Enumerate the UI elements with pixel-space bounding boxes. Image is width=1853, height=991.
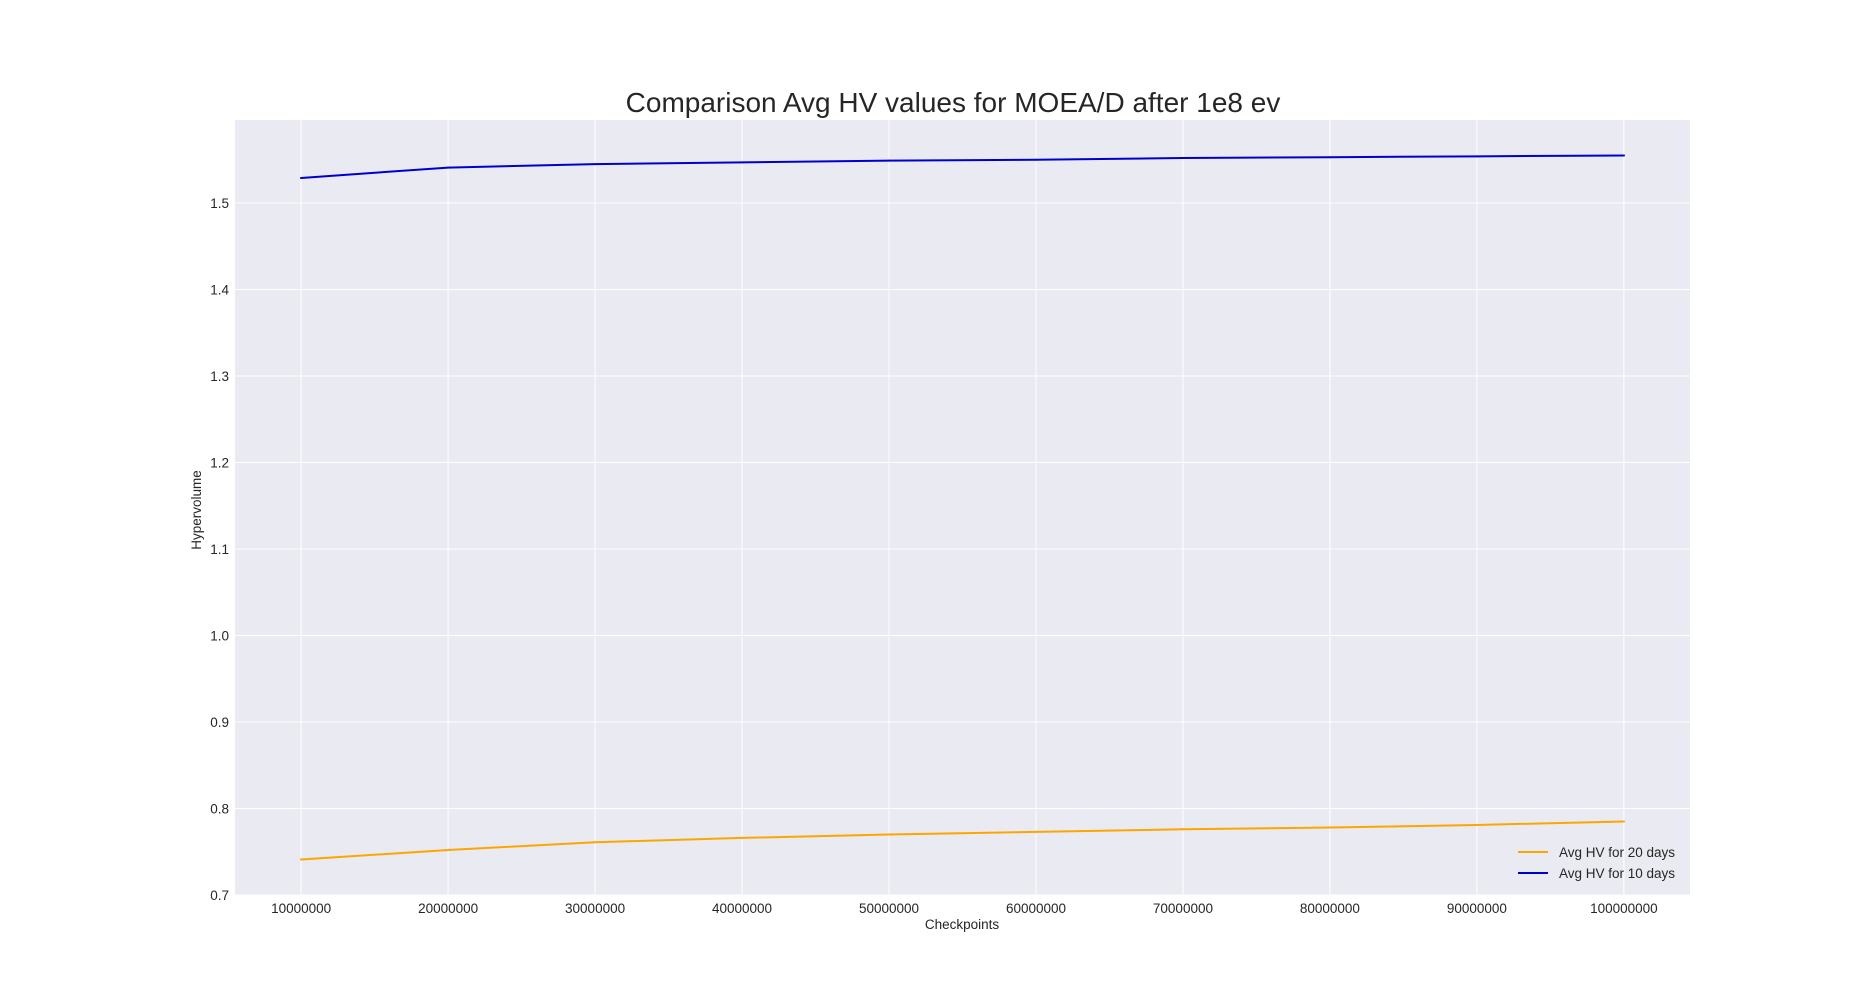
data-point: [1181, 828, 1184, 831]
x-tick-label: 90000000: [1447, 901, 1507, 916]
y-tick-label: 1.4: [210, 283, 229, 298]
data-point: [447, 849, 450, 852]
x-tick-label: 50000000: [859, 901, 919, 916]
x-tick-label: 20000000: [418, 901, 478, 916]
x-axis-ticks: 10000000 20000000 30000000 40000000 50000000…: [271, 901, 1658, 916]
y-tick-label: 1.2: [210, 456, 229, 471]
data-point: [300, 176, 303, 179]
data-point: [300, 858, 303, 861]
data-point: [741, 836, 744, 839]
x-tick-label: 80000000: [1300, 901, 1360, 916]
y-tick-label: 1.0: [210, 629, 229, 644]
legend: Avg HV for 20 days Avg HV for 10 days: [1518, 845, 1675, 881]
y-tick-label: 0.7: [210, 888, 229, 903]
data-point: [888, 833, 891, 836]
series-line-2: [300, 154, 1625, 179]
x-tick-label: 30000000: [565, 901, 625, 916]
data-point: [1034, 158, 1037, 161]
series-line-1: [300, 820, 1625, 861]
gridlines: [235, 120, 1690, 896]
data-point: [594, 163, 597, 166]
data-point: [1622, 820, 1625, 823]
data-point: [1475, 155, 1478, 158]
data-point: [741, 161, 744, 164]
data-point: [1034, 830, 1037, 833]
chart-title: Comparison Avg HV values for MOEA/D afte…: [626, 87, 1281, 118]
data-point: [1475, 823, 1478, 826]
plot-area: [235, 120, 1690, 895]
x-axis-label: Checkpoints: [925, 917, 1000, 932]
y-tick-label: 1.3: [210, 369, 229, 384]
x-tick-label: 10000000: [271, 901, 331, 916]
y-tick-label: 0.9: [210, 715, 229, 730]
x-tick-label: 60000000: [1006, 901, 1066, 916]
y-tick-label: 0.8: [210, 802, 229, 817]
data-point: [1181, 157, 1184, 160]
legend-label: Avg HV for 10 days: [1559, 866, 1675, 881]
y-tick-label: 1.1: [210, 542, 229, 557]
data-point: [1622, 154, 1625, 157]
y-tick-label: 1.5: [210, 196, 229, 211]
x-tick-label: 40000000: [712, 901, 772, 916]
data-point: [447, 166, 450, 169]
y-axis-label: Hypervolume: [189, 470, 204, 550]
legend-label: Avg HV for 20 days: [1559, 845, 1675, 860]
x-tick-label: 100000000: [1590, 901, 1658, 916]
data-point: [1328, 826, 1331, 829]
data-point: [888, 159, 891, 162]
data-point: [594, 841, 597, 844]
data-point: [1328, 156, 1331, 159]
x-tick-label: 70000000: [1153, 901, 1213, 916]
series-lines: [300, 154, 1625, 861]
y-axis-ticks: 0.7 0.8 0.9 1.0 1.1 1.2 1.3 1.4 1.5: [210, 196, 229, 903]
